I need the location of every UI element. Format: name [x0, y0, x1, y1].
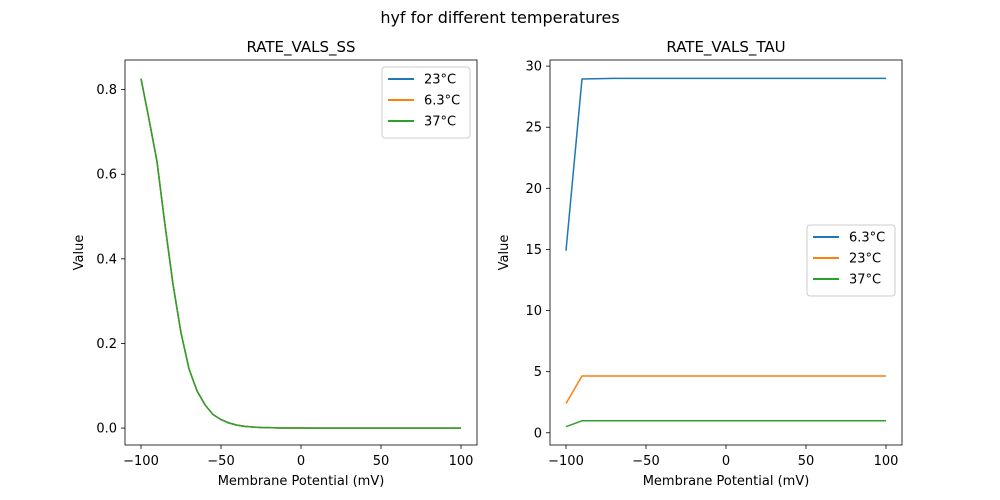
legend: 6.3°C 23°C 37°C: [806, 224, 896, 297]
x-tick-label: 100: [874, 454, 899, 469]
series-line-3: [140, 78, 461, 429]
x-tick-label: 0: [722, 454, 730, 469]
axes-title: RATE_VALS_SS: [246, 38, 355, 57]
figure-suptitle: hyf for different temperatures: [380, 8, 619, 27]
y-tick-label: 0.2: [96, 337, 117, 352]
y-axis-label: Value: [497, 235, 512, 271]
y-tick-label: 30: [525, 60, 542, 75]
y-tick-label: 0: [534, 426, 542, 441]
x-tick-label: −100: [123, 454, 159, 469]
legend-label-1: 23°C: [424, 73, 456, 88]
y-tick-label: 10: [525, 304, 542, 319]
legend-label-2: 23°C: [849, 252, 881, 267]
x-tick-label: 50: [798, 454, 815, 469]
y-tick-label: 5: [534, 365, 542, 380]
x-tick-label: 0: [297, 454, 305, 469]
legend-label-3: 37°C: [424, 115, 456, 130]
x-tick-label: −50: [632, 454, 659, 469]
legend: 23°C 6.3°C 37°C: [381, 66, 471, 139]
x-tick-label: 100: [449, 454, 474, 469]
axes-rate-vals-ss: −100 −50 0 50 100 0.0 0.2 0.4 0.6 0.8 RATE_VALS_SS…: [72, 38, 478, 489]
legend-label-2: 6.3°C: [424, 94, 460, 109]
x-tick-label: −100: [548, 454, 584, 469]
y-tick-label: 0.8: [96, 83, 117, 98]
y-tick-label: 0.0: [96, 422, 117, 437]
x-tick-label: 50: [373, 454, 390, 469]
y-tick-label: 25: [525, 121, 542, 136]
legend-label-3: 37°C: [849, 273, 881, 288]
series-line-1: [565, 77, 886, 251]
axes-rate-vals-tau: −100 −50 0 50 100 0 5 10 15 20 25 30 RATE_VALS_TAU Me…: [497, 38, 903, 489]
legend-label-1: 6.3°C: [849, 231, 885, 246]
x-tick-label: −50: [207, 454, 234, 469]
x-axis-label: Membrane Potential (mV): [643, 474, 810, 489]
y-tick-label: 20: [525, 182, 542, 197]
y-tick-label: 0.4: [96, 252, 117, 267]
y-tick-label: 0.6: [96, 168, 117, 183]
y-tick-label: 15: [525, 243, 542, 258]
series-line-3: [565, 420, 886, 428]
x-axis-label: Membrane Potential (mV): [218, 474, 385, 489]
axes-title: RATE_VALS_TAU: [666, 38, 785, 57]
y-axis-label: Value: [72, 235, 87, 271]
series-line-2: [565, 375, 886, 404]
